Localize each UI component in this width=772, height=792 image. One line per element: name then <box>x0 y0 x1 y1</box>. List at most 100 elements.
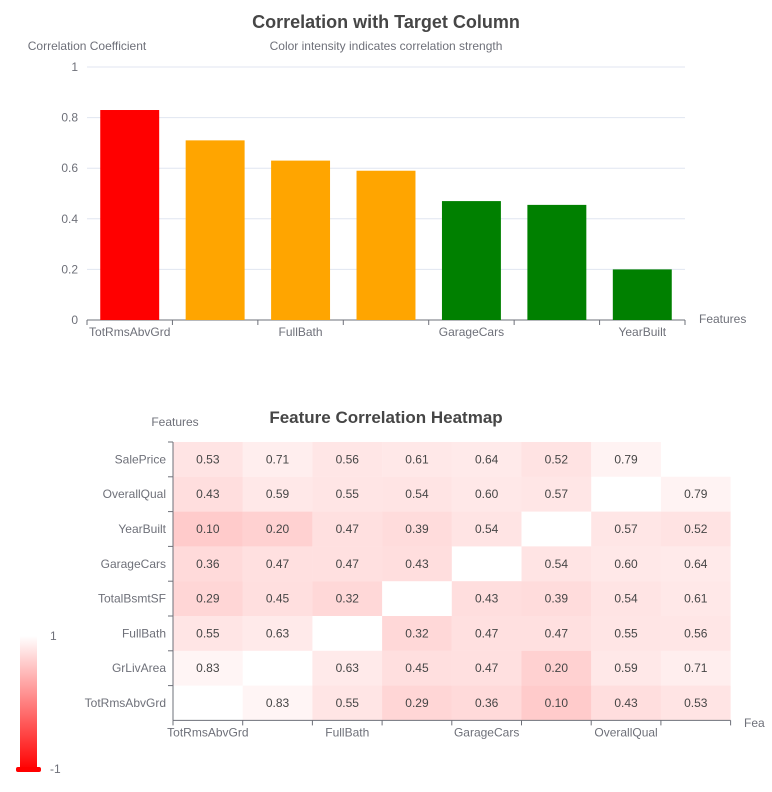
heatmap-cell-label: 0.83 <box>196 661 220 675</box>
heatmap-cell-label: 0.71 <box>684 661 708 675</box>
heatmap-y-tick-label: OverallQual <box>103 487 166 501</box>
heatmap-cell[interactable] <box>382 650 452 686</box>
heatmap-cell[interactable] <box>242 616 313 651</box>
heatmap-cell[interactable] <box>521 476 592 512</box>
bar-TotalBsmtSF[interactable] <box>356 170 416 320</box>
heatmap-cell[interactable] <box>451 476 522 512</box>
heatmap-cell[interactable] <box>242 511 313 547</box>
heatmap-cell[interactable] <box>521 442 592 477</box>
heatmap-cell[interactable] <box>312 650 383 686</box>
heatmap-cell[interactable] <box>591 616 661 651</box>
heatmap-y-ticks: TotRmsAbvGrd GrLivArea FullBath TotalBsmtSF… <box>85 441 173 710</box>
heatmap-cell-label: 0.43 <box>475 592 499 606</box>
heatmap-x-tick-label: TotRmsAbvGrd <box>167 725 248 739</box>
heatmap-cell[interactable] <box>173 616 243 651</box>
heatmap-cell-label: 0.39 <box>405 522 429 536</box>
heatmap-cell-label: 0.56 <box>684 626 708 640</box>
heatmap-cell[interactable] <box>521 546 592 582</box>
heatmap-cell[interactable] <box>591 442 661 477</box>
heatmap-cell[interactable] <box>312 476 383 512</box>
bar-chart-y-ticks: 0 0.2 0.4 0.6 0.8 1 <box>61 60 78 327</box>
bar-FullBath[interactable] <box>271 160 331 320</box>
heatmap-y-tick-label: FullBath <box>122 626 166 640</box>
heatmap-cell[interactable] <box>521 650 592 686</box>
heatmap-cell[interactable] <box>242 685 313 721</box>
heatmap-cell[interactable] <box>312 581 383 616</box>
heatmap-cell[interactable] <box>173 476 243 512</box>
heatmap-cell[interactable] <box>173 511 243 547</box>
heatmap-cell-label: 0.61 <box>405 452 429 466</box>
heatmap-cell[interactable] <box>312 442 383 477</box>
bar-GarageCars[interactable] <box>441 201 501 320</box>
bar-YearBuilt[interactable] <box>612 269 672 320</box>
heatmap-cell-label: 0.64 <box>475 452 499 466</box>
heatmap-cell[interactable] <box>591 511 661 547</box>
heatmap-cell[interactable] <box>591 581 661 616</box>
heatmap-cell-label: 0.47 <box>475 661 499 675</box>
heatmap-x-axis-name: Fea <box>744 716 765 730</box>
heatmap-cell[interactable] <box>242 546 313 582</box>
heatmap-cell[interactable] <box>660 685 731 721</box>
heatmap-cell-label: 0.10 <box>545 696 569 710</box>
heatmap-cell[interactable] <box>660 476 731 512</box>
heatmap-cell[interactable] <box>451 650 522 686</box>
heatmap-cell-label: 0.59 <box>614 661 638 675</box>
heatmap-cell-label: 0.43 <box>614 696 638 710</box>
visual-map-min-label: -1 <box>50 762 61 776</box>
heatmap-cell-label: 0.59 <box>266 487 290 501</box>
heatmap-cell[interactable] <box>173 650 243 686</box>
heatmap-cell[interactable] <box>660 581 731 616</box>
heatmap-cell[interactable] <box>382 685 452 721</box>
heatmap-cell[interactable] <box>382 616 452 651</box>
heatmap-title: Feature Correlation Heatmap <box>269 408 502 427</box>
heatmap-cell[interactable] <box>591 650 661 686</box>
heatmap-cell[interactable] <box>660 546 731 582</box>
heatmap-cell[interactable] <box>173 546 243 582</box>
bar-TotRmsAbvGrd[interactable] <box>100 110 160 320</box>
heatmap-cell[interactable] <box>242 581 313 616</box>
bar-x-tick-label: TotRmsAbvGrd <box>89 325 170 339</box>
heatmap-cell[interactable] <box>451 511 522 547</box>
heatmap-cell-label: 0.47 <box>336 557 360 571</box>
heatmap-cell[interactable] <box>591 546 661 582</box>
bar-GrLivArea[interactable] <box>185 140 245 320</box>
heatmap-cell-label: 0.55 <box>336 487 360 501</box>
heatmap-cell[interactable] <box>451 616 522 651</box>
heatmap-cell[interactable] <box>242 476 313 512</box>
heatmap-cell[interactable] <box>521 685 592 721</box>
heatmap-cell[interactable] <box>312 685 383 721</box>
heatmap-cell[interactable] <box>242 442 313 477</box>
heatmap-cell[interactable] <box>312 511 383 547</box>
heatmap-cell[interactable] <box>382 476 452 512</box>
heatmap-cell[interactable] <box>382 442 452 477</box>
heatmap-cell[interactable] <box>521 616 592 651</box>
heatmap-cell[interactable] <box>660 511 731 547</box>
heatmap-cell[interactable] <box>451 442 522 477</box>
heatmap-cell[interactable] <box>173 581 243 616</box>
heatmap-cell[interactable] <box>521 581 592 616</box>
heatmap-cell[interactable] <box>660 616 731 651</box>
heatmap-cell[interactable] <box>451 685 522 721</box>
bar-chart-subtitle: Color intensity indicates correlation st… <box>270 39 503 53</box>
heatmap-cell-label: 0.32 <box>405 626 429 640</box>
heatmap-cell[interactable] <box>382 511 452 547</box>
heatmap-cell-label: 0.20 <box>545 661 569 675</box>
bar-YearBuilt[interactable] <box>527 204 587 320</box>
heatmap-cell-label: 0.54 <box>614 592 638 606</box>
heatmap-cell-label: 0.39 <box>545 592 569 606</box>
visual-map-legend[interactable] <box>16 636 41 772</box>
heatmap-cell[interactable] <box>660 650 731 686</box>
heatmap-cell-label: 0.53 <box>684 696 708 710</box>
bar-chart-x-ticks: TotRmsAbvGrd FullBath GarageCars YearBuilt <box>86 320 686 339</box>
heatmap-y-tick-label: TotRmsAbvGrd <box>85 696 166 710</box>
visual-map-bar[interactable] <box>20 636 37 770</box>
heatmap-cell[interactable] <box>382 546 452 582</box>
heatmap-cell-label: 0.57 <box>614 522 638 536</box>
visual-map-handle[interactable] <box>16 767 41 772</box>
heatmap-cell[interactable] <box>591 685 661 721</box>
heatmap-cell[interactable] <box>312 546 383 582</box>
heatmap-cell[interactable] <box>451 581 522 616</box>
visual-map-max-label: 1 <box>50 629 57 643</box>
heatmap-cell[interactable] <box>173 442 243 477</box>
